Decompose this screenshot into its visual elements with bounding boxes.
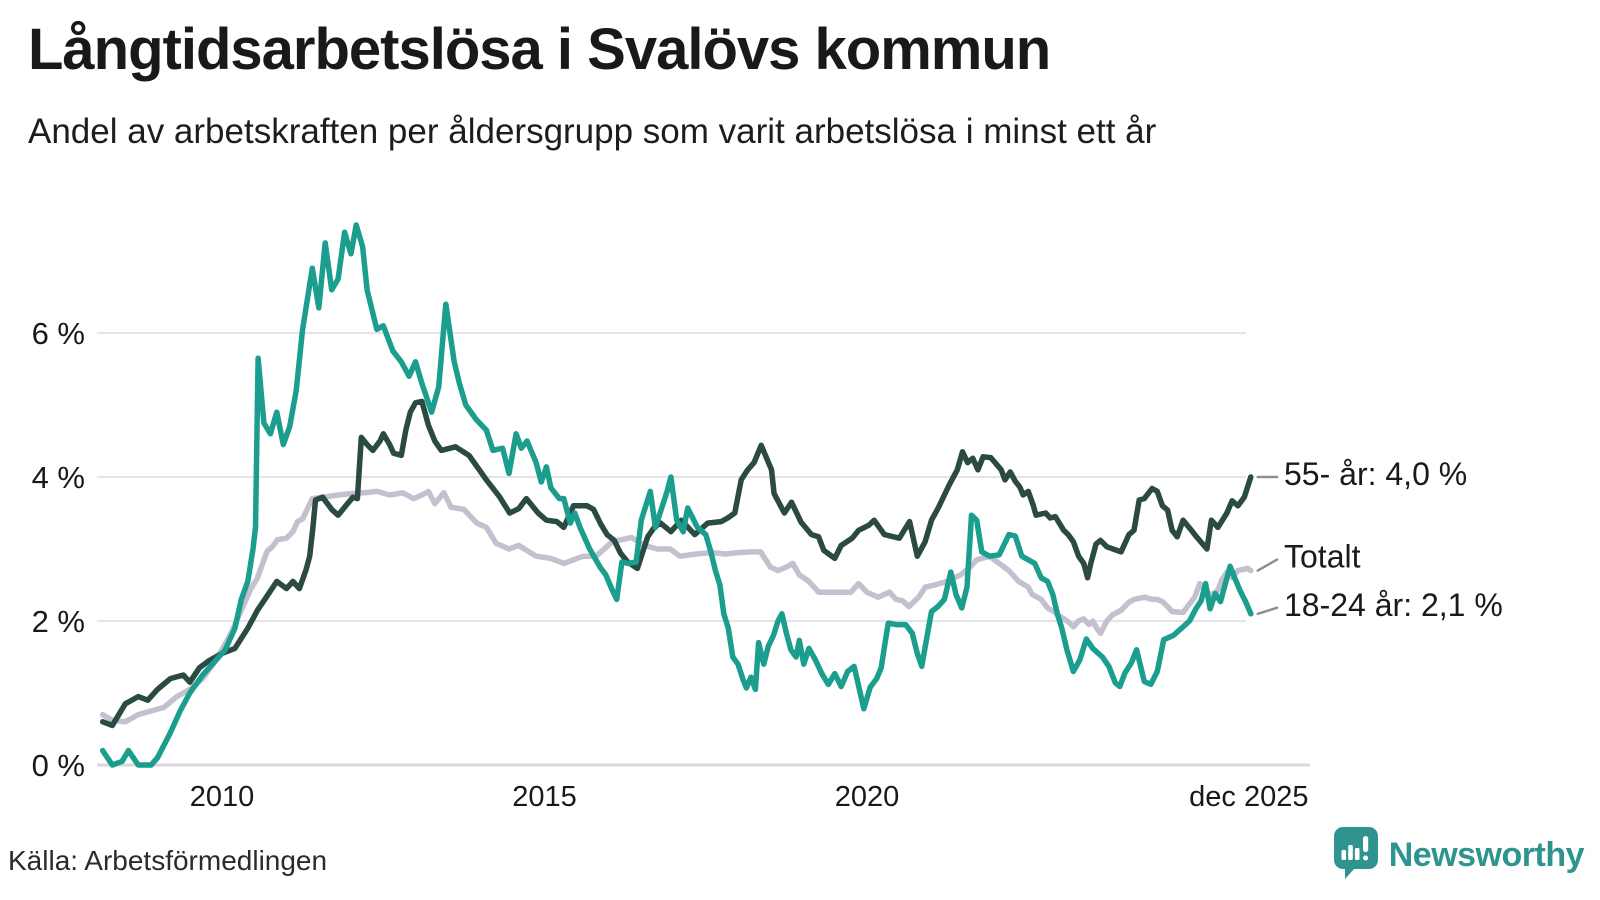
chart-subtitle: Andel av arbetskraften per åldersgrupp s… <box>28 112 1157 151</box>
y-tick-label-4: 4 % <box>32 460 85 495</box>
y-tick-label-0: 0 % <box>32 748 85 783</box>
source-credit: Källa: Arbetsförmedlingen <box>8 845 328 876</box>
page-title: Långtidsarbetslösa i Svalövs kommun <box>28 17 1051 82</box>
newsworthy-chart-bubble-icon <box>1333 826 1379 884</box>
x-tick-label-2015: 2015 <box>512 781 577 813</box>
label-connector <box>1256 606 1279 616</box>
label-connector <box>1256 558 1279 572</box>
series-end-label-totalt: Totalt <box>1284 539 1361 575</box>
series-line-totalt <box>99 488 1254 725</box>
y-tick-label-2: 2 % <box>32 604 85 639</box>
newsworthy-logo: Newsworthy <box>1333 826 1585 884</box>
x-tick-label-2020: 2020 <box>835 781 900 813</box>
x-tick-label-2010: 2010 <box>190 781 255 813</box>
y-tick-label-6: 6 % <box>32 316 85 351</box>
series-line-18-24-r <box>99 222 1254 768</box>
newsworthy-wordmark: Newsworthy <box>1388 835 1585 874</box>
x-tick-label-dec-2025: dec 2025 <box>1189 781 1308 813</box>
series-line-55-r <box>99 398 1254 729</box>
series-end-label-18-24-r: 18-24 år: 2,1 % <box>1284 587 1503 623</box>
series-end-label-55-r: 55- år: 4,0 % <box>1284 456 1467 492</box>
